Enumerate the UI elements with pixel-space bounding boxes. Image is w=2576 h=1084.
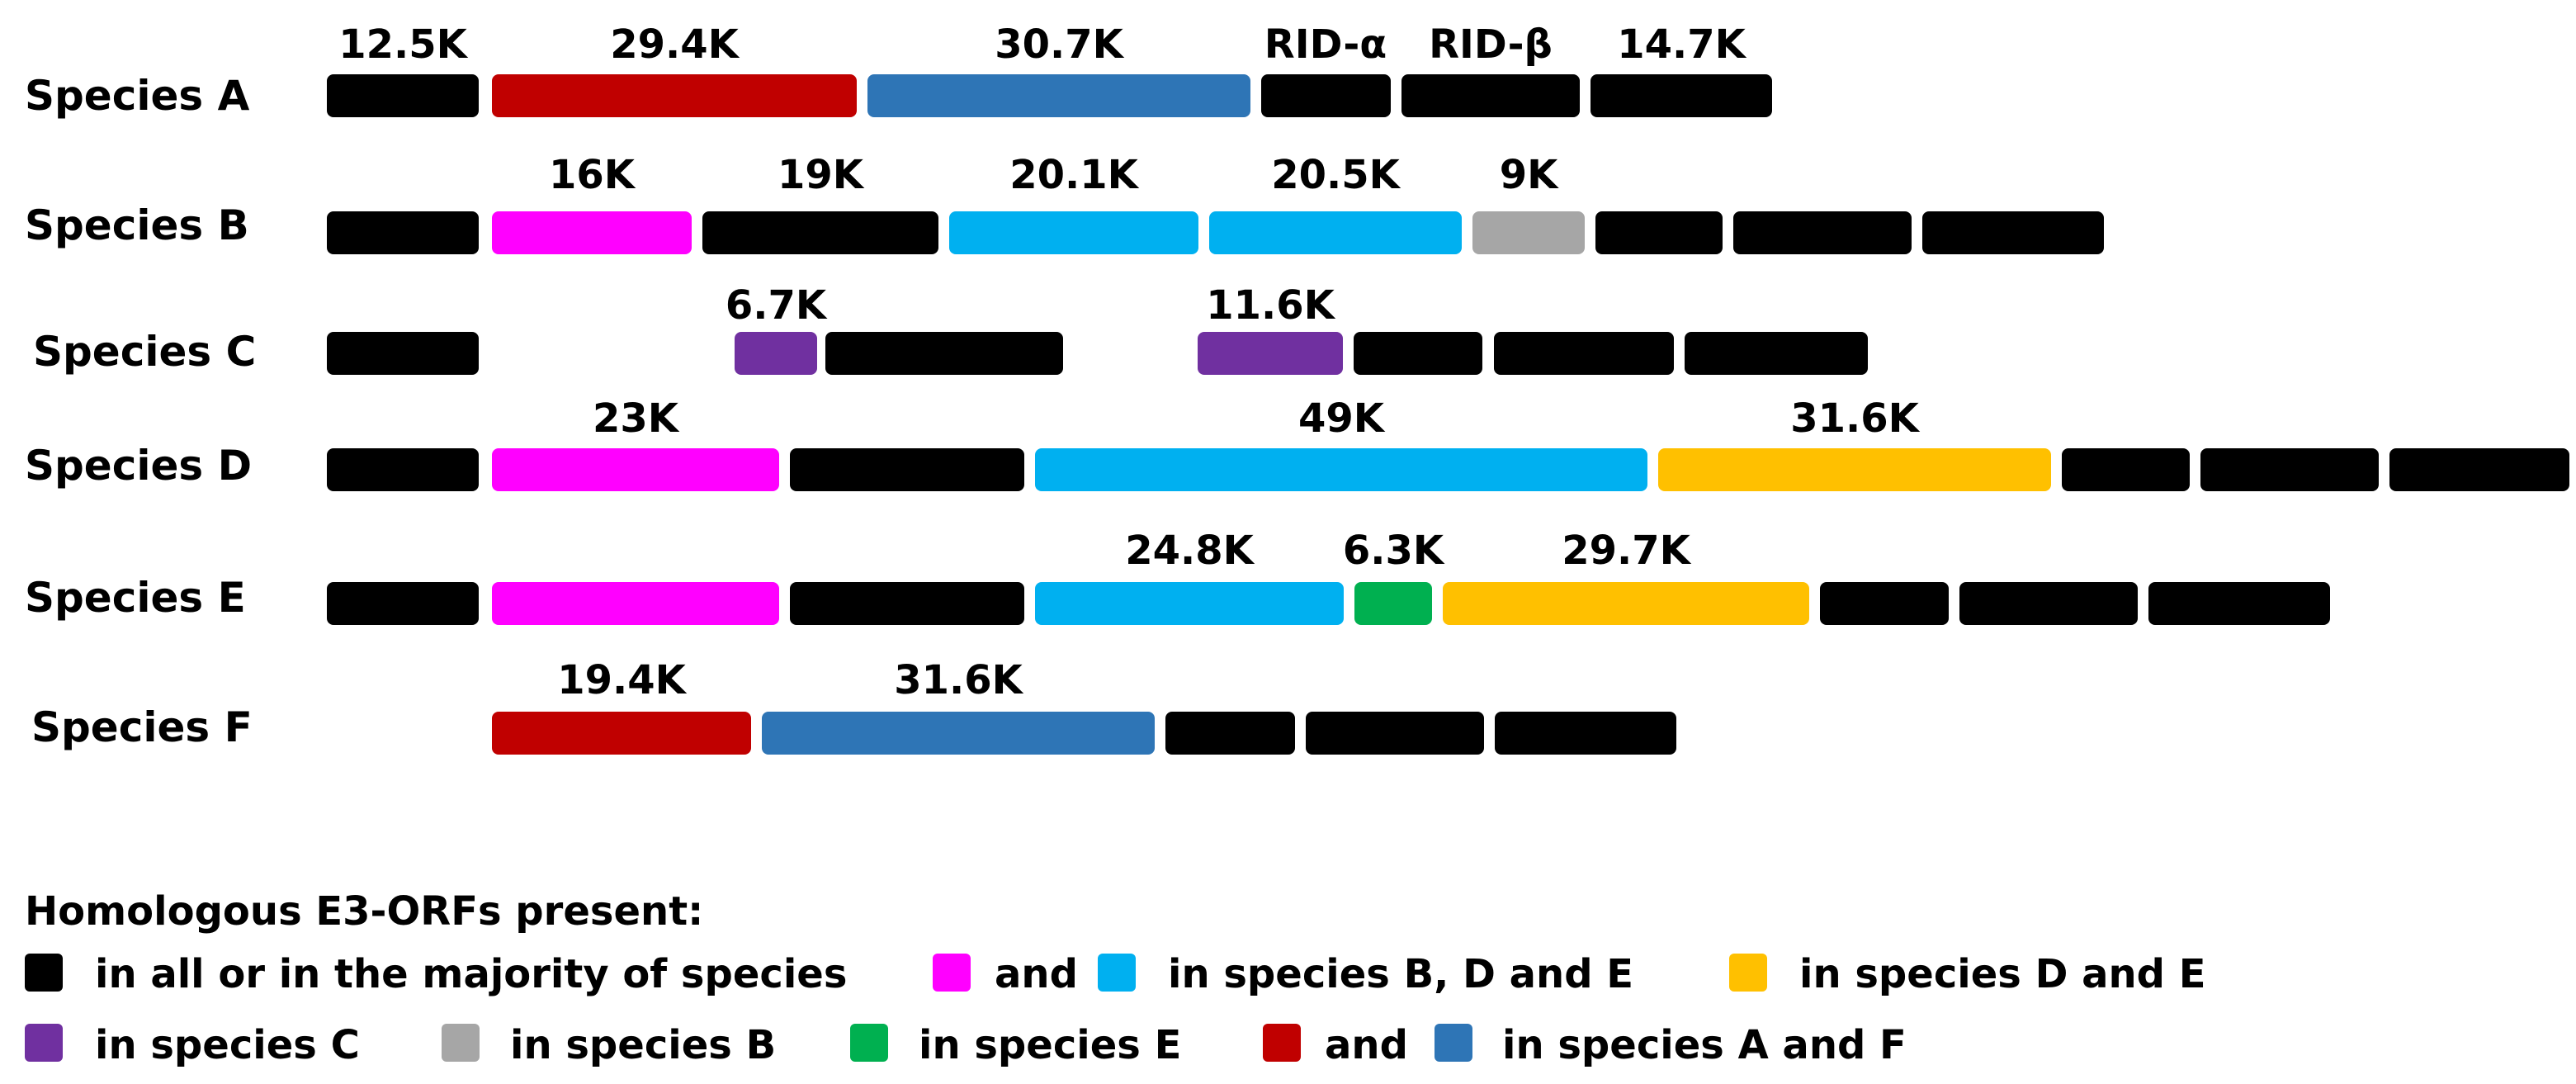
orf-label: 9K — [1500, 152, 1559, 198]
orf-bar — [2200, 448, 2379, 491]
legend-swatch-gold — [1729, 954, 1767, 992]
orf-bar — [327, 211, 479, 254]
legend-swatch-gray — [442, 1024, 480, 1062]
orf-label: RID-α — [1264, 21, 1387, 68]
orf-bar — [492, 211, 692, 254]
orf-label: 11.6K — [1206, 282, 1335, 329]
orf-label: 49K — [1298, 395, 1386, 442]
orf-bar — [1209, 211, 1462, 254]
orf-bar — [492, 582, 779, 625]
orf-bar — [327, 74, 479, 117]
orf-label: RID-β — [1429, 21, 1553, 68]
orf-bar — [825, 332, 1063, 375]
orf-bar — [1354, 332, 1482, 375]
row-label-species-c: Species C — [33, 328, 256, 376]
orf-bar — [867, 74, 1250, 117]
orf-label: 6.3K — [1343, 528, 1445, 574]
orf-bar — [1922, 211, 2104, 254]
legend-text-species-bde: in species B, D and E — [1168, 951, 1633, 997]
orf-bar — [702, 211, 938, 254]
legend: Homologous E3-ORFs present: in all or in… — [25, 888, 2206, 1068]
row-species-f — [492, 712, 1676, 755]
orf-bar — [949, 211, 1198, 254]
orf-label: 20.5K — [1271, 152, 1401, 198]
row-species-d — [327, 448, 2569, 491]
legend-text-species-af: in species A and F — [1502, 1022, 1907, 1068]
legend-swatch-sky — [1098, 954, 1136, 992]
row-label-species-d: Species D — [25, 442, 252, 490]
row-species-e — [327, 582, 2330, 625]
orf-label: 19.4K — [557, 657, 687, 703]
orf-bar — [1306, 712, 1484, 755]
orf-bar — [790, 582, 1024, 625]
row-species-c — [327, 332, 1868, 375]
row-label-species-e: Species E — [25, 574, 246, 622]
orf-bar — [1595, 211, 1723, 254]
orf-bar — [2062, 448, 2190, 491]
legend-title: Homologous E3-ORFs present: — [25, 888, 703, 935]
orf-bar — [1472, 211, 1585, 254]
orf-bar — [790, 448, 1024, 491]
orf-bar — [1261, 74, 1391, 117]
orf-label: 19K — [778, 152, 865, 198]
legend-text-and-2: and — [1325, 1022, 1408, 1068]
orf-label: 29.4K — [610, 21, 740, 68]
orf-bar — [327, 448, 479, 491]
orf-label: 31.6K — [894, 657, 1023, 703]
legend-swatch-red — [1263, 1024, 1301, 1062]
orf-bar — [2148, 582, 2330, 625]
orf-bar — [492, 448, 779, 491]
orf-bar — [1494, 332, 1674, 375]
orf-label: 6.7K — [726, 282, 828, 329]
orf-bar — [1495, 712, 1676, 755]
orf-label: 12.5K — [338, 21, 468, 68]
legend-text-majority: in all or in the majority of species — [95, 951, 847, 997]
row-species-a — [327, 74, 1772, 117]
legend-swatch-green — [850, 1024, 888, 1062]
legend-swatch-steel — [1435, 1024, 1472, 1062]
orf-bar — [735, 332, 817, 375]
orf-bar — [2389, 448, 2569, 491]
orf-bar — [492, 712, 751, 755]
orf-bar — [1685, 332, 1868, 375]
orf-bar — [1035, 582, 1344, 625]
orf-bar — [1401, 74, 1580, 117]
orf-label: 24.8K — [1125, 528, 1255, 574]
row-label-species-b: Species B — [25, 201, 249, 249]
legend-text-species-e: in species E — [919, 1022, 1181, 1068]
orf-label: 29.7K — [1562, 528, 1691, 574]
orf-bar — [1820, 582, 1949, 625]
orf-bar — [1443, 582, 1809, 625]
orf-bar — [1733, 211, 1912, 254]
orf-bar — [492, 74, 857, 117]
orf-bar — [1354, 582, 1432, 625]
orf-label: 31.6K — [1790, 395, 1920, 442]
orf-label: 14.7K — [1617, 21, 1746, 68]
row-species-b — [327, 211, 2104, 254]
legend-swatch-purple — [25, 1024, 63, 1062]
orf-bar — [1198, 332, 1343, 375]
legend-text-species-c: in species C — [95, 1022, 360, 1068]
legend-swatch-black — [25, 954, 63, 992]
orf-bar — [327, 582, 479, 625]
legend-swatch-magenta — [933, 954, 971, 992]
legend-text-and: and — [995, 951, 1078, 997]
legend-text-species-de: in species D and E — [1799, 951, 2206, 997]
orf-label: 20.1K — [1009, 152, 1139, 198]
row-label-species-f: Species F — [31, 703, 253, 751]
orf-label: 16K — [549, 152, 636, 198]
orf-label: 30.7K — [995, 21, 1124, 68]
row-label-species-a: Species A — [25, 72, 250, 120]
legend-text-species-b: in species B — [510, 1022, 776, 1068]
orf-bar — [1591, 74, 1772, 117]
orf-bar — [1658, 448, 2051, 491]
orf-bar — [762, 712, 1155, 755]
orf-bar — [1035, 448, 1647, 491]
orf-bar — [1959, 582, 2138, 625]
orf-label: 23K — [593, 395, 680, 442]
orf-bar — [327, 332, 479, 375]
orf-bar — [1165, 712, 1295, 755]
